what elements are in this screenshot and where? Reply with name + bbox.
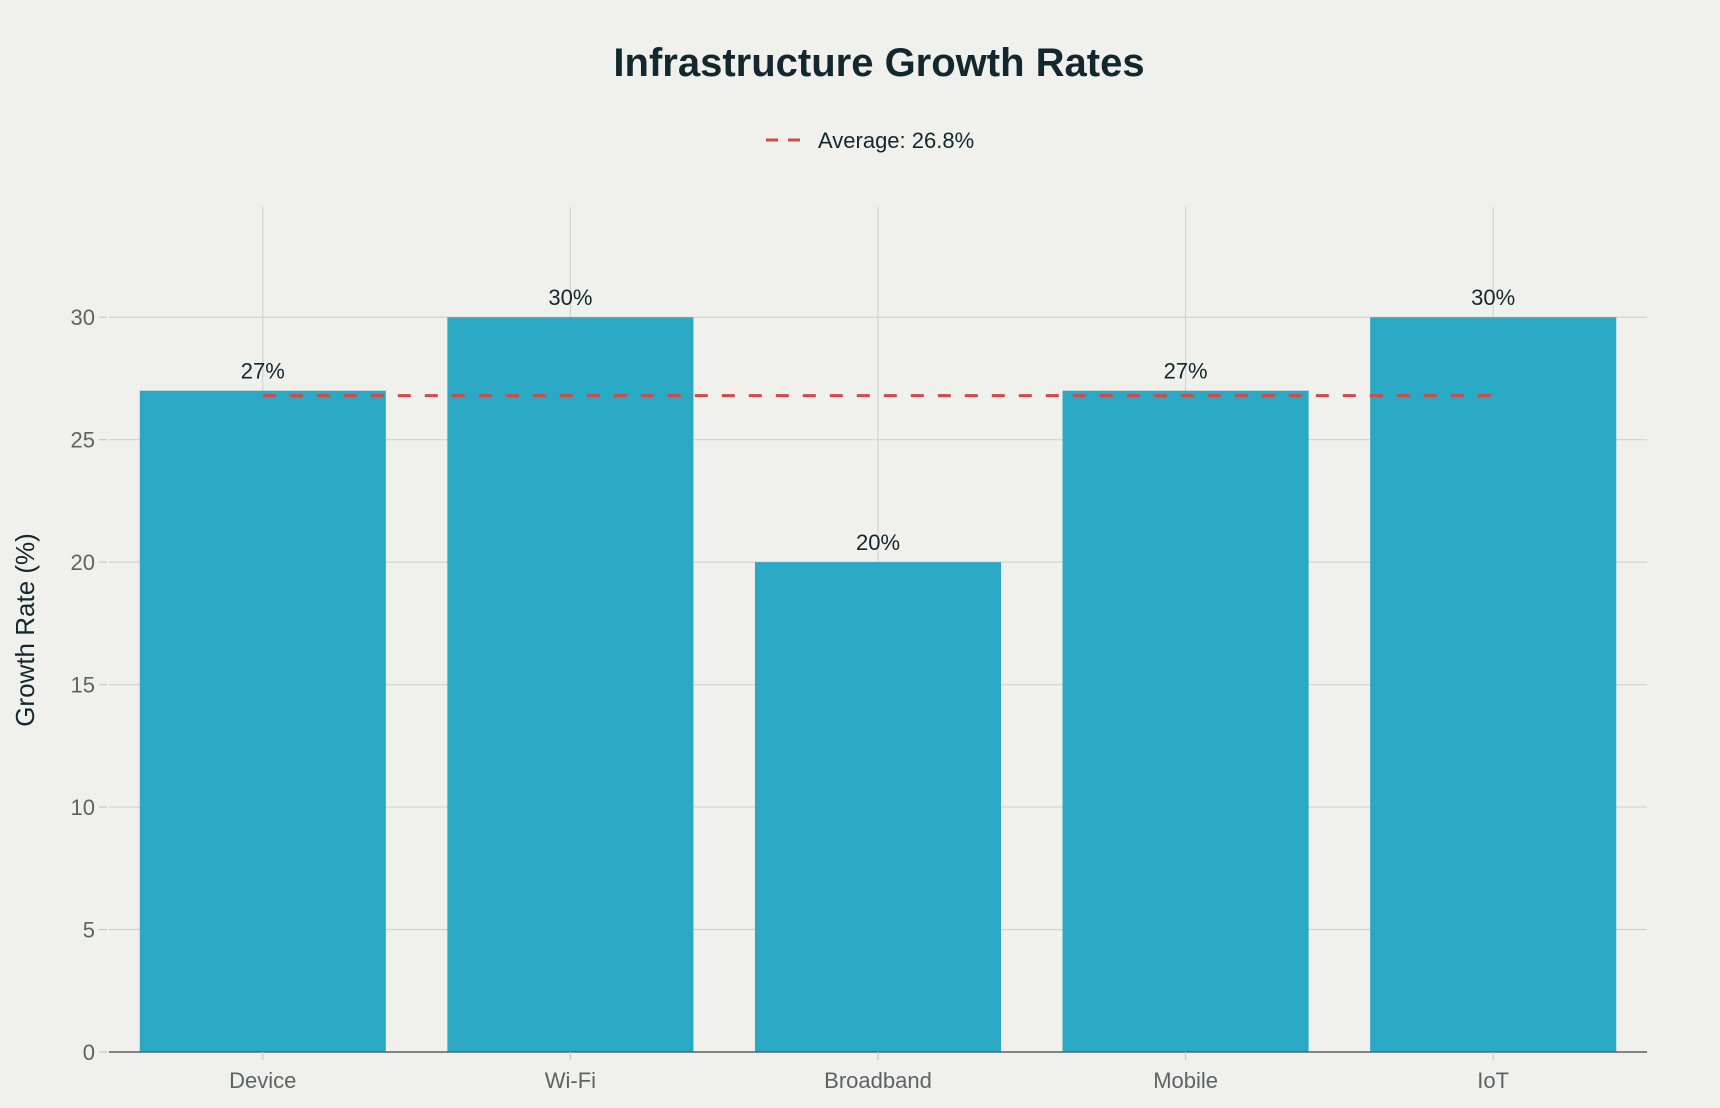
y-tick-label: 20 [71, 550, 95, 575]
y-tick-label: 30 [71, 305, 95, 330]
y-tick-label: 0 [83, 1040, 95, 1065]
x-tick-label: Broadband [824, 1068, 932, 1093]
bar-wi-fi[interactable] [447, 317, 694, 1052]
y-axis-title: Growth Rate (%) [10, 533, 40, 727]
bar-device[interactable] [139, 390, 386, 1052]
x-tick-label: Wi-Fi [545, 1068, 596, 1093]
bar-mobile[interactable] [1062, 390, 1309, 1052]
x-tick-label: Mobile [1153, 1068, 1218, 1093]
data-label: 27% [1164, 359, 1208, 384]
data-labels: 27% 30% 20% 27% 30% [241, 285, 1515, 555]
chart-title: Infrastructure Growth Rates [613, 41, 1144, 85]
data-label: 30% [548, 285, 592, 310]
bar-iot[interactable] [1370, 317, 1617, 1052]
x-tick-label: Device [229, 1068, 296, 1093]
bars [139, 317, 1617, 1052]
y-tick-label: 25 [71, 428, 95, 453]
y-tick-label: 10 [71, 795, 95, 820]
y-tick-label: 5 [83, 918, 95, 943]
data-label: 27% [241, 359, 285, 384]
y-tick-label: 15 [71, 673, 95, 698]
x-tick-label: IoT [1477, 1068, 1509, 1093]
axes: 0 5 10 15 20 25 30 Device Wi-Fi Broadband Mobile Io… [71, 305, 1647, 1093]
bar-broadband[interactable] [754, 562, 1002, 1052]
legend-average-label: Average: 26.8% [818, 128, 974, 153]
data-label: 20% [856, 530, 900, 555]
data-label: 30% [1471, 285, 1515, 310]
legend[interactable]: Average: 26.8% [766, 128, 974, 153]
